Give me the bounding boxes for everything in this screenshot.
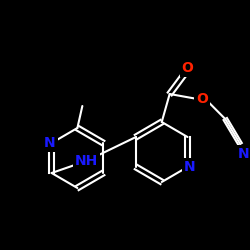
Text: NH: NH [75,154,98,168]
Text: O: O [182,61,194,75]
Text: N: N [44,136,56,150]
Text: N: N [184,160,195,174]
Text: O: O [196,92,208,106]
Text: N: N [237,147,249,161]
